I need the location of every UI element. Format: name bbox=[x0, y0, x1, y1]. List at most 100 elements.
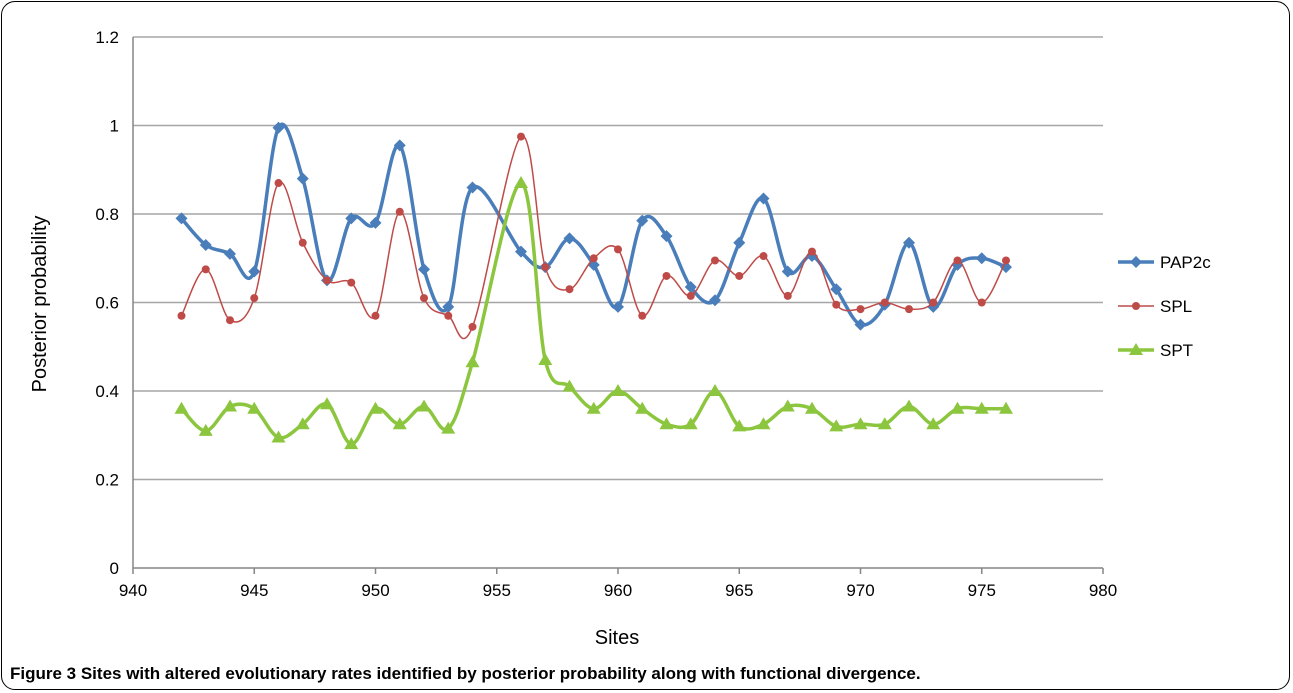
data-point-spt bbox=[562, 379, 577, 392]
y-tick-label: 0.6 bbox=[95, 294, 119, 313]
data-point-spt bbox=[683, 417, 698, 430]
data-point-spt bbox=[198, 423, 213, 436]
data-point-spt bbox=[223, 399, 237, 412]
figure-caption-text: Sites with altered evolutionary rates id… bbox=[76, 664, 921, 683]
data-point-spt bbox=[247, 401, 262, 414]
legend-marker-spl bbox=[1132, 302, 1140, 310]
legend-label-spt: SPT bbox=[1160, 341, 1193, 360]
data-point-spt bbox=[659, 417, 674, 430]
data-point-spt bbox=[368, 401, 383, 414]
legend-label-spl: SPL bbox=[1160, 297, 1192, 316]
x-tick-label: 960 bbox=[604, 581, 632, 600]
data-point-spt bbox=[708, 384, 722, 396]
data-point-pap2c bbox=[369, 216, 382, 229]
data-point-pap2c bbox=[563, 232, 576, 245]
y-tick-label: 0 bbox=[110, 559, 119, 578]
data-point-spl bbox=[589, 254, 598, 263]
legend-marker-pap2c bbox=[1130, 256, 1142, 268]
series-line-pap2c bbox=[180, 122, 1007, 327]
legend-marker-spt bbox=[1129, 343, 1143, 355]
data-point-spl bbox=[347, 278, 356, 287]
data-point-spt bbox=[174, 401, 189, 414]
data-point-spt bbox=[295, 417, 310, 430]
data-point-spl bbox=[686, 291, 695, 300]
data-point-pap2c bbox=[345, 212, 358, 225]
data-point-pap2c bbox=[393, 139, 406, 152]
data-point-pap2c bbox=[442, 300, 455, 313]
data-point-spt bbox=[611, 384, 625, 396]
data-point-spl bbox=[177, 311, 186, 320]
data-point-pap2c bbox=[781, 265, 794, 278]
x-tick-label: 980 bbox=[1089, 581, 1117, 600]
data-point-spl bbox=[250, 294, 259, 303]
data-point-spl bbox=[832, 300, 841, 309]
data-point-pap2c bbox=[684, 281, 697, 294]
data-point-pap2c bbox=[854, 318, 867, 331]
data-point-spl bbox=[638, 311, 647, 320]
data-point-spt bbox=[271, 430, 286, 443]
data-point-pap2c bbox=[830, 283, 843, 296]
data-point-spl bbox=[953, 256, 962, 265]
data-point-spt bbox=[902, 399, 916, 412]
data-point-spl bbox=[565, 285, 574, 294]
data-point-spt bbox=[392, 417, 407, 430]
data-point-pap2c bbox=[733, 236, 746, 249]
data-point-pap2c bbox=[296, 172, 309, 185]
figure-caption-label: Figure 3 bbox=[10, 664, 77, 683]
data-point-pap2c bbox=[903, 236, 915, 249]
data-point-spt bbox=[441, 421, 456, 434]
data-point-pap2c bbox=[224, 247, 236, 260]
data-point-spt bbox=[780, 399, 795, 412]
data-point-spt bbox=[635, 401, 650, 414]
y-tick-labels: 0 0.2 0.4 0.6 0.8 1 1.2 bbox=[95, 28, 119, 578]
y-tick-label: 1.2 bbox=[95, 28, 119, 47]
data-point-spt bbox=[514, 176, 528, 189]
data-point-spt bbox=[805, 401, 819, 414]
data-point-spl bbox=[662, 271, 671, 280]
data-point-spl bbox=[808, 247, 816, 256]
data-point-spl bbox=[905, 305, 913, 314]
data-point-spt bbox=[465, 355, 480, 368]
data-point-spt bbox=[999, 401, 1013, 414]
data-point-pap2c bbox=[612, 300, 624, 313]
data-point-spl bbox=[298, 238, 307, 247]
data-point-pap2c bbox=[975, 252, 988, 265]
data-point-spl bbox=[468, 322, 477, 331]
data-point-spt bbox=[974, 401, 989, 414]
data-point-pap2c bbox=[248, 265, 261, 278]
data-point-pap2c bbox=[272, 121, 285, 134]
x-tick-label: 955 bbox=[483, 581, 511, 600]
data-point-spl bbox=[420, 294, 428, 303]
x-tick-label: 945 bbox=[240, 581, 268, 600]
data-point-spl bbox=[201, 265, 210, 274]
data-point-spl bbox=[371, 311, 380, 320]
data-point-spl bbox=[614, 245, 622, 254]
y-axis-label: Posterior probability bbox=[29, 216, 51, 393]
data-point-spt bbox=[926, 417, 941, 430]
x-tick-labels: 940 945 950 955 960 965 970 975 980 bbox=[119, 581, 1117, 600]
data-point-spt bbox=[732, 419, 747, 432]
data-point-pap2c bbox=[757, 192, 770, 205]
data-point-spt bbox=[417, 399, 431, 412]
x-axis-label: Sites bbox=[595, 627, 639, 649]
data-point-spt bbox=[538, 353, 553, 366]
data-point-spl bbox=[856, 305, 865, 314]
data-point-spl bbox=[541, 263, 550, 272]
data-point-spl bbox=[977, 298, 986, 307]
data-point-pap2c bbox=[466, 181, 479, 194]
data-point-pap2c bbox=[1000, 261, 1012, 274]
line-chart: 00.20.40.60.811.2 940 945 950 955 960 965 970 9… bbox=[29, 28, 1211, 649]
data-point-spl bbox=[226, 316, 234, 325]
data-point-spl bbox=[929, 298, 938, 307]
data-point-spl bbox=[274, 179, 283, 188]
y-tick-label: 0.8 bbox=[95, 205, 119, 224]
data-point-spl bbox=[323, 276, 331, 285]
data-point-spt bbox=[586, 401, 601, 414]
data-point-spt bbox=[877, 417, 892, 430]
data-point-spl bbox=[735, 271, 744, 280]
data-point-pap2c bbox=[709, 294, 721, 307]
data-point-spl bbox=[444, 311, 453, 320]
data-point-spl bbox=[759, 252, 768, 261]
data-point-spl bbox=[880, 298, 889, 307]
